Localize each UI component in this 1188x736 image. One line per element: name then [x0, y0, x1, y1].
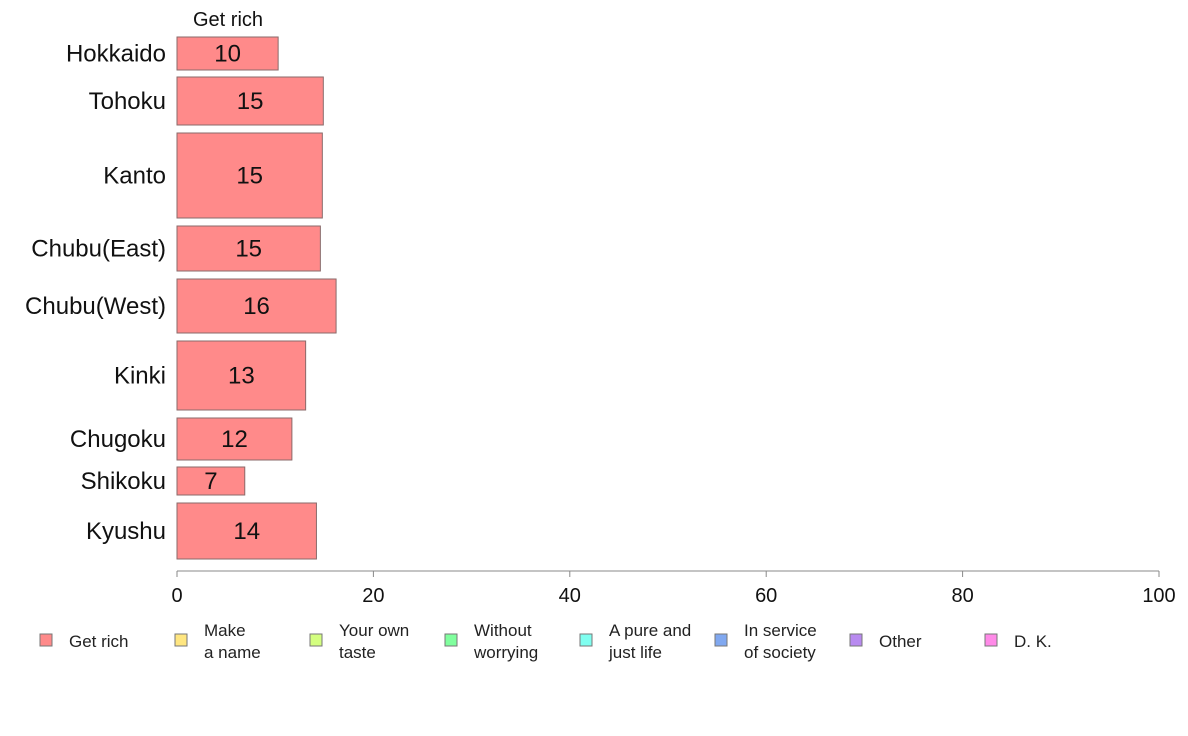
legend-label: Other — [879, 632, 922, 651]
legend-swatch — [39, 633, 53, 647]
category-label: Kyushu — [86, 518, 166, 545]
bar-segment — [176, 225, 321, 272]
bar-value-label: 15 — [235, 236, 262, 263]
legend-label: A pure and — [609, 621, 691, 640]
x-tick-label: 80 — [951, 585, 973, 607]
legend-item: Make a name — [174, 621, 261, 662]
x-tick-label: 100 — [1142, 585, 1175, 607]
bar-value-label: 13 — [228, 363, 255, 390]
legend-swatch — [984, 633, 998, 647]
x-tick-label: 60 — [755, 585, 777, 607]
legend-label: Get rich — [69, 632, 129, 651]
legend-item: Other — [849, 632, 922, 651]
legend-label: taste — [339, 643, 376, 662]
legend-label: In service — [744, 621, 817, 640]
legend-label: Make — [204, 621, 246, 640]
bar-segment — [176, 417, 293, 461]
category-label: Kinki — [114, 363, 166, 390]
x-tick-label: 40 — [559, 585, 581, 607]
legend-item: Without worrying — [444, 621, 538, 662]
category-label: Tohoku — [89, 88, 166, 115]
legend-label: Without — [474, 621, 532, 640]
x-axis: 0 20 40 60 80 100 — [171, 570, 1176, 607]
bar-value-label: 10 — [214, 41, 241, 68]
legend-label: a name — [204, 643, 261, 662]
legend-item: Your own taste — [309, 621, 409, 662]
legend-item: D. K. — [984, 632, 1052, 651]
bar-segment — [176, 340, 307, 411]
bar-segment — [176, 76, 324, 126]
legend-swatch — [579, 633, 593, 647]
category-label: Chubu(West) — [25, 293, 166, 320]
legend-label: of society — [744, 643, 816, 662]
bar-value-label: 15 — [236, 163, 263, 190]
legend-label: D. K. — [1014, 632, 1052, 651]
category-label: Chugoku — [70, 426, 166, 453]
bar-segment — [176, 466, 246, 496]
series-column-header: Get rich — [193, 9, 263, 31]
legend-item: In service of society — [714, 621, 817, 662]
category-label: Kanto — [103, 163, 166, 190]
bar-value-label: 14 — [233, 518, 260, 545]
bars-group: Hokkaido 10 Tohoku 15 Kanto 15 Chubu(East) 15 Ch… — [25, 36, 337, 560]
bar-segment — [176, 502, 317, 560]
x-tick-label: 0 — [171, 585, 182, 607]
legend-swatch — [849, 633, 863, 647]
bar-value-label: 12 — [221, 426, 248, 453]
x-tick-label: 20 — [362, 585, 384, 607]
legend-label: worrying — [473, 643, 538, 662]
legend-item: A pure and just life — [579, 621, 691, 662]
legend: Get rich Make a name Your own taste Without wo… — [39, 621, 1052, 662]
category-label: Chubu(East) — [31, 236, 166, 263]
category-label: Hokkaido — [66, 41, 166, 68]
legend-swatch — [714, 633, 728, 647]
bar-value-label: 15 — [237, 88, 264, 115]
legend-label: just life — [608, 643, 662, 662]
bar-value-label: 16 — [243, 293, 270, 320]
bar-segment — [176, 36, 279, 71]
bar-segment — [176, 278, 337, 334]
legend-label: Your own — [339, 621, 409, 640]
legend-swatch — [309, 633, 323, 647]
legend-swatch — [174, 633, 188, 647]
legend-swatch — [444, 633, 458, 647]
bar-value-label: 7 — [204, 468, 217, 495]
legend-item: Get rich — [39, 632, 129, 651]
category-label: Shikoku — [81, 468, 166, 495]
bar-segment — [176, 132, 323, 219]
